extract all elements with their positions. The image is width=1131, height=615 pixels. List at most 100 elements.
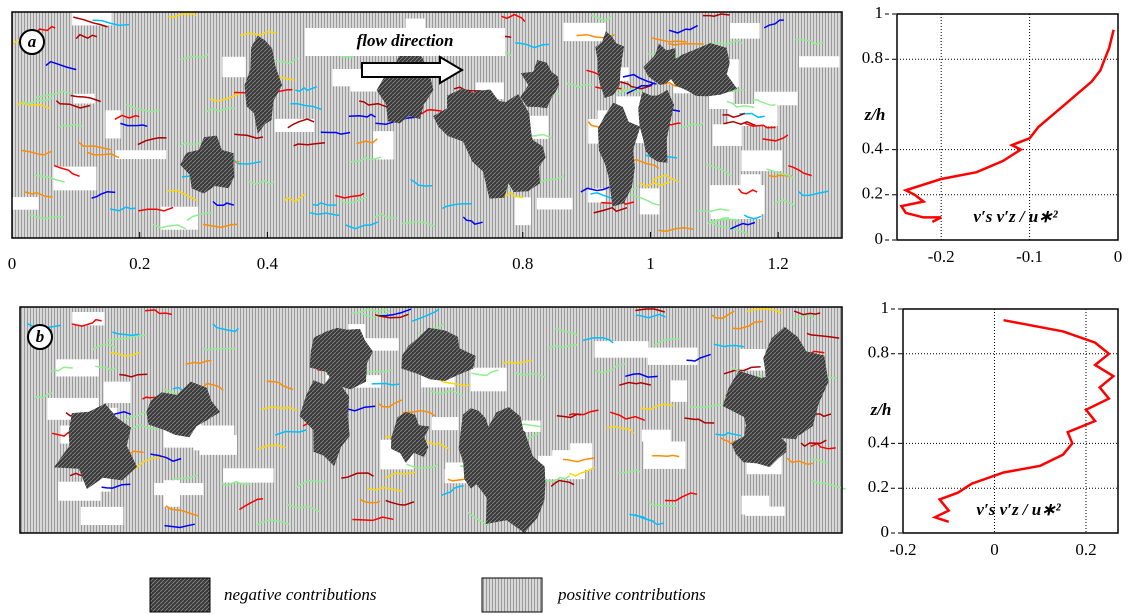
contour-line xyxy=(562,457,595,463)
contour-line xyxy=(786,457,813,466)
contour-line xyxy=(45,60,77,71)
contour-line xyxy=(272,57,299,65)
contour-line xyxy=(261,406,298,412)
contour-line xyxy=(185,359,212,365)
empty-patch xyxy=(643,441,686,469)
contour-line xyxy=(401,220,436,228)
contour-line xyxy=(50,366,73,372)
y-tick-label: 0.4 xyxy=(868,432,890,451)
panel-label-circle xyxy=(19,29,45,55)
contour-line xyxy=(726,100,755,109)
empty-patch xyxy=(470,367,507,392)
contour-line xyxy=(71,318,102,327)
contour-line xyxy=(168,13,197,19)
contour-line xyxy=(266,380,294,391)
contour-line xyxy=(711,39,743,45)
contour-line xyxy=(684,417,715,424)
contour-line xyxy=(658,226,694,232)
contour-line xyxy=(686,353,711,362)
contour-line xyxy=(109,206,137,212)
contour-line xyxy=(625,373,658,378)
empty-patch xyxy=(105,110,121,139)
contour-line xyxy=(101,483,131,489)
contour-line xyxy=(35,25,56,34)
field-frame xyxy=(19,306,843,534)
empty-patch xyxy=(431,417,459,431)
contour-line xyxy=(810,479,846,490)
negative-region xyxy=(638,89,675,163)
y-axis-label: z/h xyxy=(870,400,892,419)
empty-patch xyxy=(570,443,592,470)
contour-line xyxy=(630,193,661,206)
plot-area xyxy=(903,309,1118,533)
contour-line xyxy=(92,19,130,27)
contour-line xyxy=(53,164,80,178)
contour-line xyxy=(440,380,471,387)
x-tick-label: 0.2 xyxy=(129,254,150,273)
contour-line xyxy=(134,456,164,470)
y-tick-label: 1 xyxy=(875,3,884,22)
contour-line xyxy=(806,332,840,339)
contour-line xyxy=(290,102,323,111)
contour-line xyxy=(112,331,140,337)
empty-patch xyxy=(72,312,105,326)
empty-patch xyxy=(103,381,131,404)
contour-line xyxy=(366,486,403,493)
empty-patch xyxy=(515,197,532,226)
x-tick-label: 0.8 xyxy=(512,254,533,273)
contour-line xyxy=(202,223,238,229)
legend-swatch-negative xyxy=(149,577,211,613)
x-tick-label: 1 xyxy=(646,254,655,273)
contour-line xyxy=(373,213,397,220)
contour-line xyxy=(257,444,286,451)
contour-line xyxy=(681,122,704,129)
contour-line xyxy=(711,310,735,320)
y-axis-label: z/h xyxy=(864,105,886,124)
plot-frame xyxy=(902,308,1119,534)
contour-line xyxy=(247,179,275,186)
annotation-bg xyxy=(305,28,505,56)
contour-line xyxy=(667,42,704,46)
empty-patch xyxy=(53,166,97,191)
negative-region xyxy=(299,370,350,467)
x-axis-label: v′s v′z / u∗² xyxy=(976,500,1061,519)
contour-line xyxy=(713,343,744,348)
contour-line xyxy=(639,181,671,188)
contour-line xyxy=(406,463,439,469)
empty-patch xyxy=(708,92,734,109)
contour-line xyxy=(705,163,732,177)
contour-line xyxy=(774,199,796,207)
contour-line xyxy=(114,114,140,120)
contour-line xyxy=(212,323,239,333)
contour-line xyxy=(668,24,699,34)
negative-region xyxy=(595,31,625,99)
contour-line xyxy=(635,308,666,313)
contour-line xyxy=(137,137,167,146)
contour-line xyxy=(106,334,147,342)
empty-patch xyxy=(361,338,399,351)
contour-line xyxy=(593,206,628,214)
empty-patch xyxy=(55,359,99,377)
contour-line xyxy=(374,313,409,319)
contour-line xyxy=(21,97,53,105)
contour-line xyxy=(312,202,337,206)
contour-line xyxy=(359,498,381,504)
negative-region xyxy=(667,43,738,97)
empty-patch xyxy=(712,124,742,146)
contour-line xyxy=(341,472,374,479)
contour-line xyxy=(462,216,483,226)
contour-line xyxy=(626,82,656,95)
negative-region xyxy=(146,381,221,438)
empty-patch xyxy=(799,56,840,68)
contour-line xyxy=(619,381,651,386)
x-tick-label: -0.2 xyxy=(928,247,955,266)
contour-line xyxy=(34,174,65,183)
profile-line xyxy=(931,318,1116,523)
contour-line xyxy=(652,338,680,347)
contour-line xyxy=(73,16,108,28)
contour-line xyxy=(723,120,756,127)
annotation: flow direction xyxy=(357,31,454,50)
contour-line xyxy=(732,320,764,330)
contour-line xyxy=(92,343,117,350)
negative-region xyxy=(391,412,430,464)
